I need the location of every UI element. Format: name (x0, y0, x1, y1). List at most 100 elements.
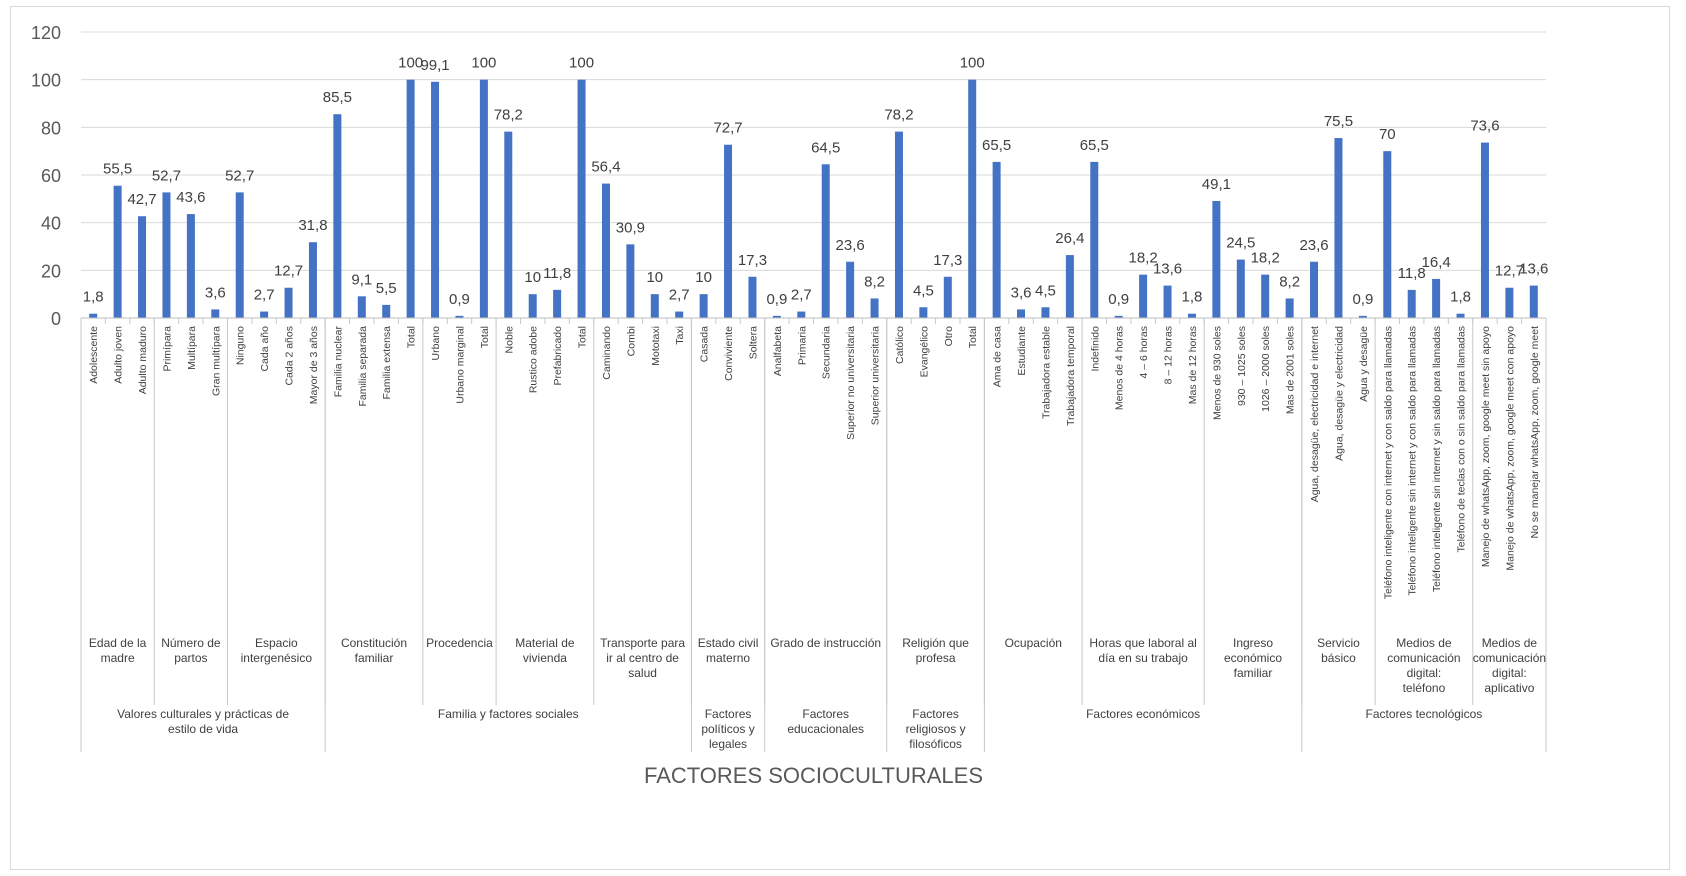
y-tick-label: 0 (51, 309, 61, 329)
bar (1065, 255, 1074, 318)
bar (1041, 307, 1050, 318)
bar (1383, 151, 1392, 318)
data-label: 2,7 (254, 287, 275, 304)
category-label: Urbano marginal (454, 326, 466, 404)
data-label: 0,9 (766, 291, 787, 308)
group-label: comunicación (1473, 651, 1546, 665)
chart-frame: 0 20 40 60 80 100 120 1,8 Adolescente 55,5 Adulto … (10, 6, 1670, 870)
category-label: Primípara (161, 326, 173, 372)
data-label: 8,2 (1279, 273, 1300, 290)
category-label: Trabajadora estable (1040, 326, 1052, 419)
bar (455, 315, 464, 318)
data-label: 42,7 (127, 191, 156, 208)
data-label: 3,6 (1011, 284, 1032, 301)
group-label: Ocupación (1005, 636, 1062, 650)
category-label: Trabajadora temporal (1065, 326, 1077, 426)
bar (1456, 313, 1465, 318)
data-label: 13,6 (1519, 261, 1548, 278)
category-label: Manejo de whatsApp, zoom, google meet si… (1480, 326, 1492, 567)
category-label: Caminando (601, 326, 613, 380)
group-label: teléfono (1403, 681, 1446, 695)
data-label: 9,1 (351, 271, 372, 288)
bar (699, 294, 708, 318)
category-label: Adulto joven (113, 326, 125, 384)
group-label: Grado de instrucción (770, 636, 881, 650)
super-group-label: religiosos y (906, 722, 966, 736)
category-label: Adolescente (88, 326, 100, 384)
data-label: 72,7 (713, 120, 742, 137)
data-label: 1,8 (1450, 289, 1471, 306)
category-label: Estudiante (1016, 326, 1028, 376)
bar (992, 161, 1001, 318)
bar (357, 296, 366, 318)
category-label: Rustico adobe (528, 326, 540, 393)
category-label: Indefinido (1089, 326, 1101, 372)
super-group-label: políticos y (701, 722, 754, 736)
bar (870, 298, 879, 318)
category-label: Gran multípara (210, 326, 222, 396)
data-label: 0,9 (1352, 291, 1373, 308)
bar (1358, 315, 1367, 318)
group-label: Horas que laboral al (1089, 636, 1196, 650)
bar (308, 242, 317, 318)
bar (284, 287, 293, 318)
category-label: Adulto maduro (137, 326, 149, 394)
group-label: madre (101, 651, 135, 665)
category-label: Mayor de 3 años (308, 326, 320, 404)
category-label: Mas de 2001 soles (1285, 326, 1297, 414)
bar (1505, 287, 1514, 318)
data-label: 78,2 (884, 107, 913, 124)
super-group-label: Familia y factores sociales (438, 707, 579, 721)
group-label: día en su trabajo (1098, 651, 1188, 665)
group-label: familiar (1234, 666, 1273, 680)
group-label: Edad de la (89, 636, 147, 650)
data-label: 8,2 (864, 273, 885, 290)
group-label: Religión que (902, 636, 969, 650)
data-label: 52,7 (225, 167, 254, 184)
bar (1212, 200, 1221, 318)
bar (528, 294, 537, 318)
category-label: Teléfono inteligente sin internet y con … (1407, 326, 1419, 596)
category-label: Otro (943, 326, 955, 347)
category-label: Total (406, 326, 418, 348)
category-label: Católico (894, 326, 906, 364)
category-label: Teléfono inteligente con internet y con … (1382, 326, 1394, 599)
data-label: 2,7 (791, 287, 812, 304)
group-label: Medios de (1482, 636, 1538, 650)
category-label: Analfabeta (772, 326, 784, 376)
bar (333, 114, 342, 318)
category-label: Cada año (259, 326, 271, 372)
bar (1529, 285, 1538, 318)
category-label: Taxi (674, 326, 686, 345)
data-label: 13,6 (1153, 261, 1182, 278)
bar (406, 79, 415, 319)
group-label: Procedencia (426, 636, 493, 650)
bar (1114, 315, 1123, 318)
group-label: comunicación (1387, 651, 1460, 665)
bar (260, 311, 269, 318)
data-label: 99,1 (420, 57, 449, 74)
category-label: Multípara (186, 326, 198, 370)
group-label: digital: (1492, 666, 1527, 680)
data-label: 3,6 (205, 284, 226, 301)
data-label: 100 (398, 55, 423, 72)
group-label: digital: (1407, 666, 1442, 680)
category-label: Total (577, 326, 589, 348)
data-label: 10 (646, 269, 663, 286)
group-label: ir al centro de (606, 651, 679, 665)
group-label: Medios de (1396, 636, 1452, 650)
group-label: salud (628, 666, 657, 680)
bar (138, 216, 147, 318)
group-label: Constitución (341, 636, 407, 650)
category-label: Evangélico (918, 326, 930, 378)
bar (943, 276, 952, 318)
group-label: Número de (161, 636, 221, 650)
category-label: Superior universitaria (870, 326, 882, 425)
category-label: Familia extensa (381, 326, 393, 400)
group-label: partos (174, 651, 207, 665)
super-group-label: Factores (705, 707, 752, 721)
bar (1017, 309, 1026, 318)
bar (211, 309, 220, 318)
data-label: 70 (1379, 126, 1396, 143)
group-label: Estado civil (698, 636, 759, 650)
